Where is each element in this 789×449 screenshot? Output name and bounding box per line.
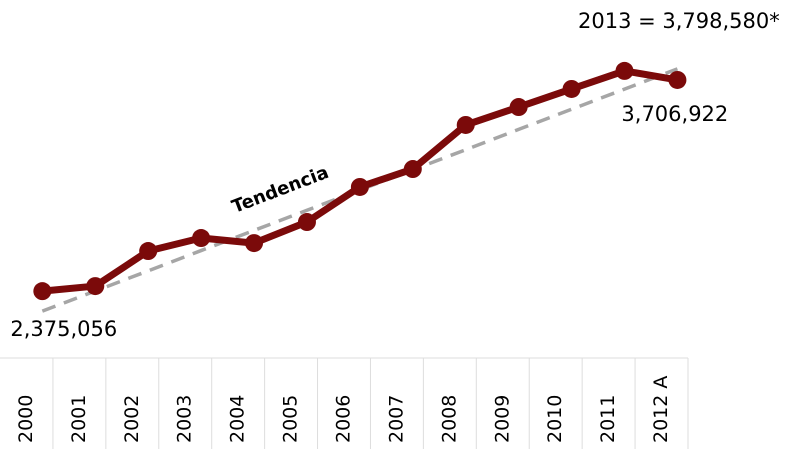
x-tick-label: 2006 bbox=[333, 395, 355, 443]
x-tick-label: 2012 A bbox=[650, 376, 672, 443]
x-tick-label: 2005 bbox=[280, 395, 302, 443]
x-tick-label: 2010 bbox=[544, 395, 566, 443]
annotation: 2013 = 3,798,580* bbox=[578, 9, 780, 33]
marker bbox=[192, 229, 211, 248]
x-tick-label: 2004 bbox=[227, 395, 249, 443]
data-label: 3,706,922 bbox=[621, 102, 728, 126]
x-tick-label: 2000 bbox=[15, 395, 37, 443]
x-tick-label: 2002 bbox=[121, 395, 143, 443]
marker bbox=[403, 160, 422, 179]
marker bbox=[350, 177, 369, 196]
marker bbox=[668, 70, 687, 89]
marker bbox=[245, 234, 264, 253]
x-tick-label: 2001 bbox=[68, 395, 90, 443]
marker bbox=[509, 98, 528, 117]
marker bbox=[562, 79, 581, 98]
trend-label: Tendencia bbox=[229, 162, 332, 218]
x-tick-label: 2007 bbox=[385, 395, 407, 443]
marker bbox=[139, 242, 158, 261]
marker bbox=[33, 282, 52, 301]
x-tick-label: 2008 bbox=[438, 395, 460, 443]
marker bbox=[86, 277, 105, 296]
x-tick-label: 2009 bbox=[491, 395, 513, 443]
x-tick-label: 2011 bbox=[597, 395, 619, 443]
marker bbox=[615, 61, 634, 80]
x-tick-label: 2003 bbox=[174, 395, 196, 443]
marker bbox=[297, 213, 316, 232]
marker bbox=[456, 115, 475, 134]
data-label: 2,375,056 bbox=[10, 317, 117, 341]
